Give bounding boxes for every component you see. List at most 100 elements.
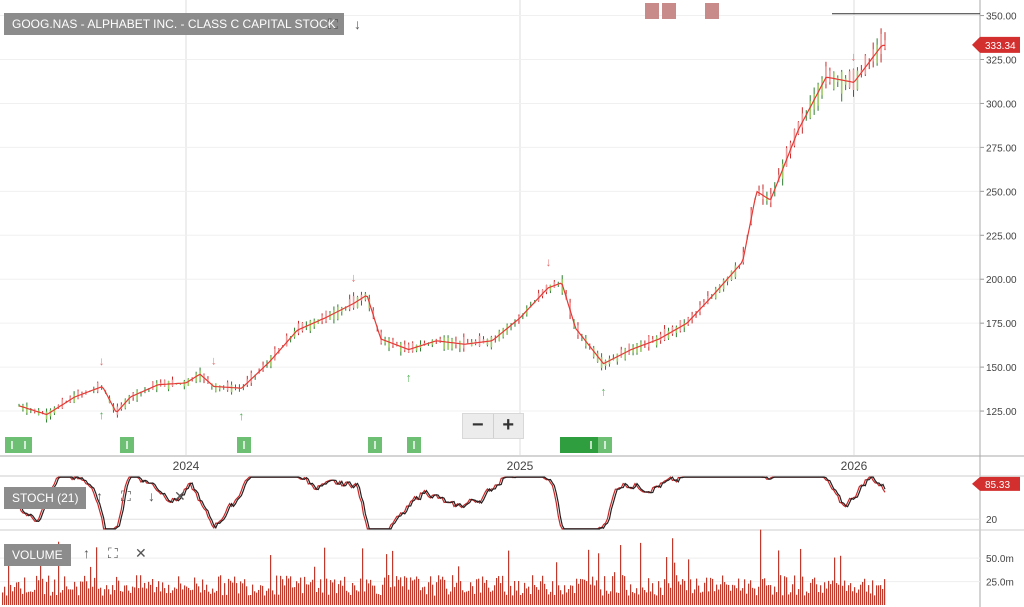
volume-bar (552, 581, 554, 605)
volume-bar (564, 585, 566, 605)
candle-body (325, 311, 327, 322)
expand-icon[interactable]: ⛶ (328, 16, 338, 32)
volume-bar (584, 579, 586, 605)
volume-bar (336, 593, 338, 605)
volume-bar (842, 585, 844, 605)
candle-body (840, 71, 843, 94)
candle-body (392, 340, 394, 346)
volume-bar (104, 589, 106, 605)
volume-bar (174, 587, 176, 605)
volume-bar (152, 578, 154, 605)
candle-body (329, 312, 331, 320)
volume-bar (178, 576, 180, 605)
candle-body (352, 296, 355, 308)
candle-body (163, 380, 166, 387)
volume-bar (722, 575, 724, 605)
volume-bar (790, 592, 792, 605)
volume-bar (714, 591, 716, 605)
volume-bar (164, 588, 166, 605)
volume-bar (68, 589, 70, 605)
volume-bar (108, 589, 110, 605)
volume-bar (400, 577, 402, 605)
volume-bar (46, 581, 48, 605)
close-icon[interactable]: ✕ (135, 545, 147, 561)
volume-bar (214, 592, 216, 605)
volume-bar (78, 595, 80, 605)
volume-bar (462, 590, 464, 605)
volume-bar (656, 595, 658, 605)
volume-bar (602, 595, 604, 605)
volume-bar (100, 587, 102, 605)
volume-bar (750, 580, 752, 605)
y-tick-label: 350.00 (986, 12, 1017, 23)
candle-body (722, 279, 725, 290)
volume-bar (748, 583, 750, 605)
candle-body (152, 382, 154, 390)
expand-icon[interactable]: ⛶ (121, 488, 131, 504)
volume-bar (678, 581, 680, 605)
sell-signal-arrow: ↓ (99, 354, 105, 368)
volume-bar (488, 587, 490, 605)
volume-bar (752, 587, 754, 605)
zoom-out-button[interactable]: − (471, 414, 484, 436)
volume-bar (432, 584, 434, 605)
buy-signal-arrow: ↑ (99, 408, 105, 422)
volume-bar (272, 590, 274, 605)
volume-bar (704, 582, 706, 605)
volume-bar (422, 587, 424, 605)
volume-bar (558, 585, 560, 605)
volume-bar (14, 586, 16, 605)
volume-bar (542, 575, 544, 605)
volume-bar (416, 576, 418, 605)
volume-bar (694, 589, 696, 605)
candle-body (61, 399, 64, 409)
volume-bar (16, 582, 18, 605)
volume-bar (612, 576, 614, 605)
volume-bar (30, 591, 32, 605)
volume-bar (516, 590, 518, 605)
volume-bar (332, 582, 334, 605)
volume-bar (286, 575, 288, 605)
volume-bar (86, 581, 88, 605)
volume-bar (106, 585, 108, 605)
volume-bar (118, 580, 120, 605)
volume-bar (150, 584, 152, 605)
volume-bar (740, 590, 742, 605)
candle-body (77, 391, 79, 399)
move-down-icon[interactable]: ↓ (148, 488, 155, 504)
candle-body (364, 293, 367, 300)
volume-bar (70, 589, 72, 605)
volume-bar (288, 578, 290, 605)
volume-bar (598, 553, 600, 605)
volume-bar (876, 585, 878, 605)
volume-bar (470, 582, 472, 605)
arrow-down-icon[interactable]: ↓ (354, 16, 361, 32)
volume-bar (90, 566, 92, 605)
candle-body (45, 411, 48, 420)
y-tick-label: 275.00 (986, 143, 1017, 154)
y-tick-label: 150.00 (986, 363, 1017, 374)
move-up-icon[interactable]: ↑ (83, 545, 90, 561)
volume-bar (374, 585, 376, 605)
expand-icon[interactable]: ⛶ (108, 545, 118, 561)
move-up-icon[interactable]: ↑ (96, 488, 103, 504)
zoom-in-button[interactable]: + (492, 414, 524, 438)
volume-bar (634, 593, 636, 605)
volume-bar (370, 579, 372, 605)
volume-bar (396, 576, 398, 605)
volume-bar (226, 594, 228, 605)
volume-bar (618, 592, 620, 605)
candle-body (301, 322, 304, 331)
volume-bar (216, 590, 218, 605)
volume-bar (128, 590, 130, 605)
volume-bar (170, 592, 172, 605)
volume-bar (758, 586, 760, 605)
close-icon[interactable]: ✕ (174, 488, 186, 504)
candle-body (447, 337, 449, 350)
volume-bar (452, 575, 454, 605)
candle-body (124, 399, 127, 409)
volume-bar (730, 590, 732, 605)
volume-bar (622, 575, 624, 605)
volume-bar (230, 580, 232, 605)
candle-body (624, 348, 626, 360)
